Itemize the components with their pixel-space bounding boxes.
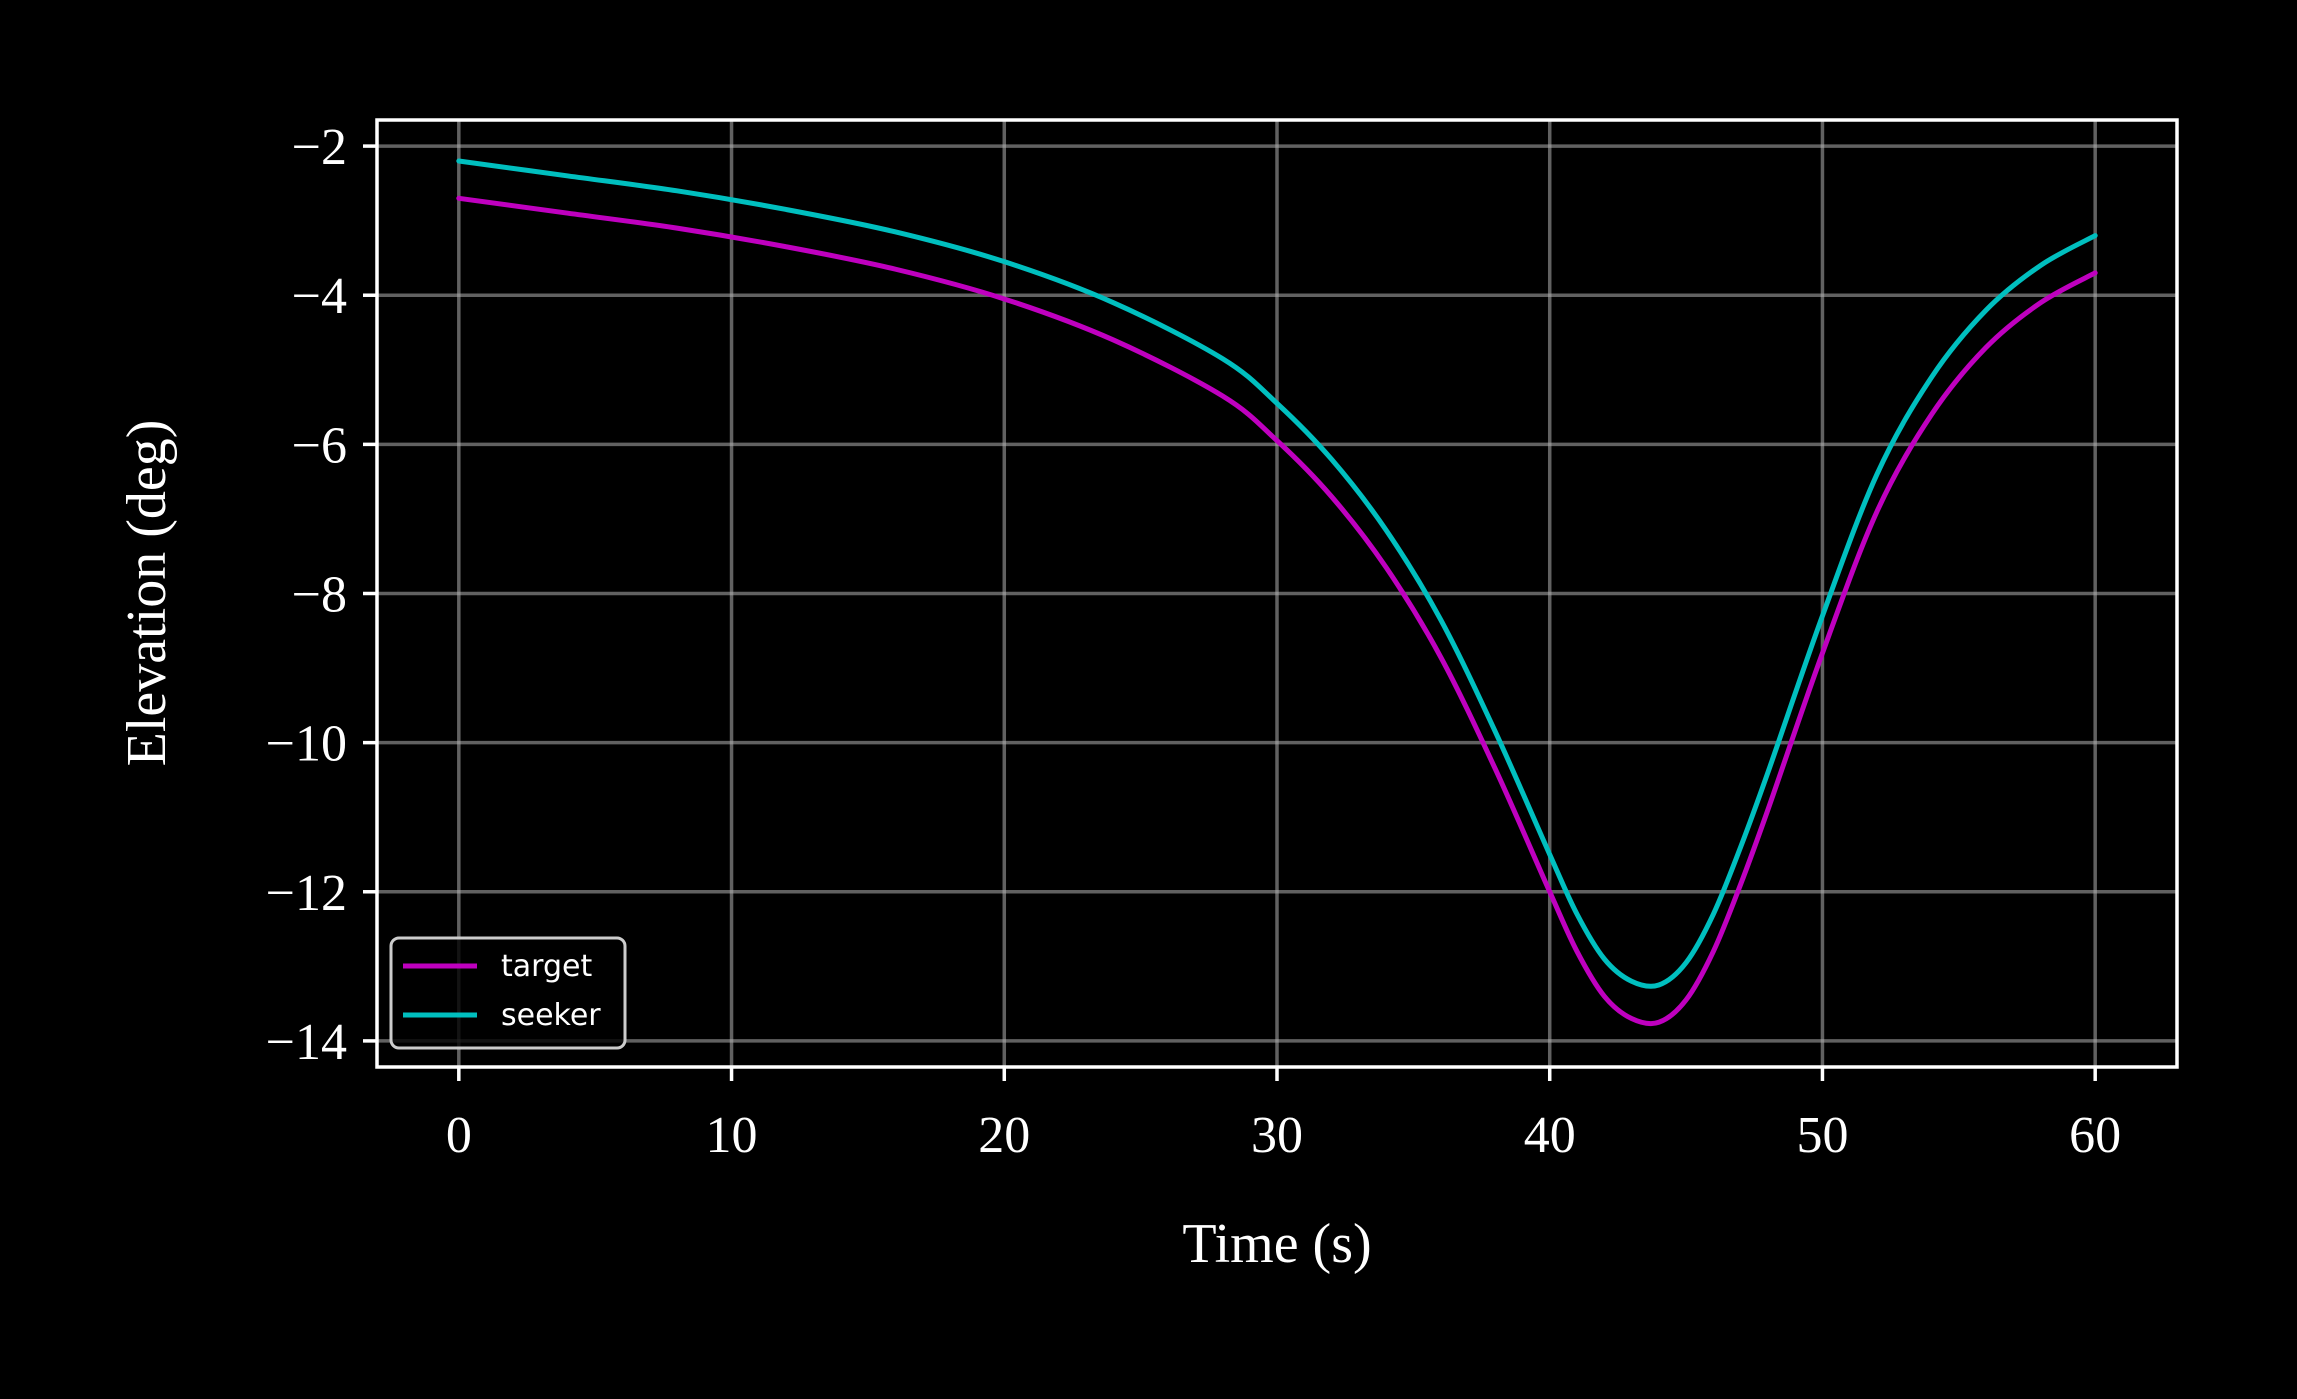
x-tick-label: 0	[446, 1107, 472, 1164]
ticks: 0 10 20 30 40 50 60 −2 −4 −6 −8 −10 −12 −14	[266, 119, 2122, 1164]
x-tick-label: 20	[978, 1107, 1030, 1164]
x-tick-label: 40	[1524, 1107, 1576, 1164]
series-line-seeker	[456, 158, 2098, 989]
x-tick-label: 30	[1251, 1107, 1303, 1164]
y-tick-label: −4	[292, 268, 347, 325]
y-tick-label: −12	[266, 865, 347, 922]
series-layer	[456, 158, 2098, 1027]
series-line-target	[456, 195, 2098, 1027]
y-tick-label: −2	[292, 119, 347, 176]
legend-label-target: target	[501, 949, 592, 984]
y-tick-label: −14	[266, 1014, 347, 1071]
x-tick-label: 50	[1796, 1107, 1848, 1164]
x-axis-label: Time (s)	[1182, 1213, 1371, 1275]
x-tick-label: 10	[706, 1107, 758, 1164]
legend: target seeker	[389, 936, 627, 1050]
grid	[377, 120, 2177, 1067]
legend-label-seeker: seeker	[501, 998, 601, 1033]
y-tick-label: −6	[292, 417, 347, 474]
y-tick-label: −8	[292, 567, 347, 624]
y-tick-label: −10	[266, 716, 347, 773]
x-tick-label: 60	[2069, 1107, 2121, 1164]
y-axis-label: Elevation (deg)	[116, 420, 178, 767]
